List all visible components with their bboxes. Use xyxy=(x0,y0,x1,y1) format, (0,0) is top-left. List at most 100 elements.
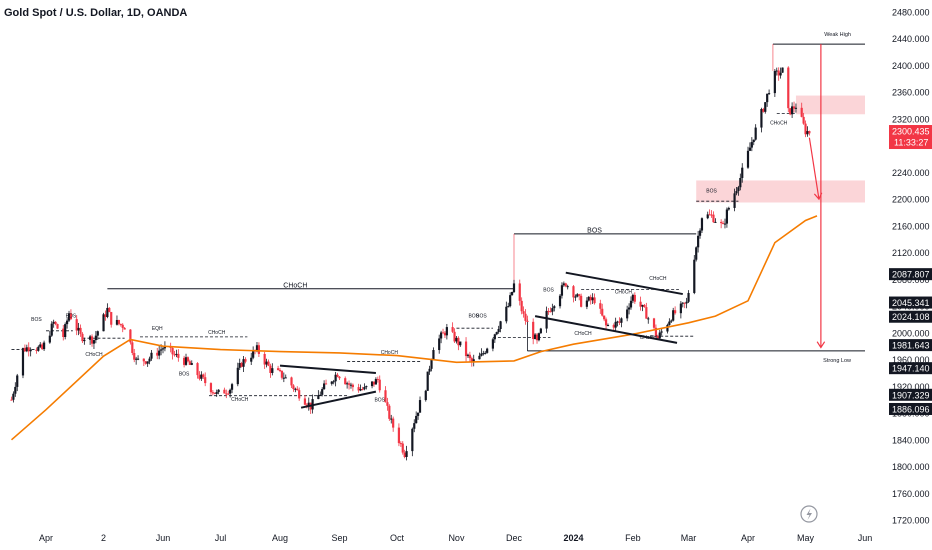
candle-body xyxy=(158,350,161,356)
candle-body xyxy=(672,310,675,321)
candle-body xyxy=(244,359,247,362)
candle-body xyxy=(562,283,565,286)
candle-body xyxy=(794,107,798,109)
candle-body xyxy=(305,404,308,407)
y-tick-label: 2360.000 xyxy=(892,88,930,98)
structure-marker: BOS xyxy=(31,317,42,323)
candle-body xyxy=(616,321,619,323)
candle-body xyxy=(198,375,201,379)
level-label: Weak High xyxy=(824,32,851,38)
candle-body xyxy=(606,325,610,327)
candle-body xyxy=(211,392,214,394)
candle-body xyxy=(512,283,516,293)
structure-marker: CHoCH xyxy=(85,352,103,358)
candle-body xyxy=(229,389,232,394)
candle-body xyxy=(250,357,253,362)
candle-body xyxy=(411,428,414,452)
projection-arrows xyxy=(808,44,826,349)
candle-body xyxy=(791,106,794,115)
candle-body xyxy=(230,384,234,390)
candle-body xyxy=(472,359,475,363)
candle-body xyxy=(403,452,406,457)
candle-body xyxy=(96,331,99,336)
candle-body xyxy=(416,412,420,416)
candle-body xyxy=(792,106,796,109)
candle-body xyxy=(213,392,216,394)
time-axis[interactable]: Apr 2 Jun Jul Aug Sep Oct Nov Dec 2024 Feb Mar Apr Ma… xyxy=(39,533,872,543)
price-badge-value: 2300.435 xyxy=(892,127,930,137)
structure-markers: BOSBOSEQHCHoCHCHoCHBOSCHoCHCHoCHBOSBOSBO… xyxy=(31,120,788,403)
price-axis[interactable]: 1720.0001760.0001800.0001840.0001880.000… xyxy=(892,8,930,526)
candle-body xyxy=(549,311,552,313)
candle-body xyxy=(56,324,59,329)
candle-body xyxy=(618,321,621,323)
candle-body xyxy=(576,294,579,297)
structure-marker: BOS xyxy=(468,313,479,319)
candle-body xyxy=(388,405,391,419)
price-badge-value: 2087.807 xyxy=(892,270,930,280)
candle-body xyxy=(693,259,696,293)
candle-body xyxy=(712,214,715,223)
candle-body xyxy=(267,361,270,366)
candle-body xyxy=(674,310,677,314)
candle-body xyxy=(64,324,67,338)
candle-body xyxy=(499,321,502,329)
candle-body xyxy=(482,353,485,355)
candle-body xyxy=(558,295,562,307)
trendline xyxy=(300,390,377,409)
price-badge xyxy=(889,310,932,323)
candle-body xyxy=(580,295,583,307)
candle-body xyxy=(252,350,255,358)
x-tick-label: Mar xyxy=(681,533,697,543)
candle-body xyxy=(104,314,107,317)
candle-body xyxy=(497,328,500,333)
candle-body xyxy=(115,320,119,325)
candle-body xyxy=(725,209,729,224)
candle-body xyxy=(89,336,92,340)
candle-body xyxy=(397,427,401,444)
candle-body xyxy=(533,334,537,340)
candle-body xyxy=(491,339,495,349)
candle-body xyxy=(643,304,646,308)
price-badge xyxy=(889,339,932,352)
level-label: BOS xyxy=(587,228,602,235)
candle-body xyxy=(495,332,498,335)
level-label: Strong Low xyxy=(823,358,851,364)
lightning-icon[interactable] xyxy=(800,505,818,523)
candle-body xyxy=(282,377,285,379)
candle-body xyxy=(184,357,188,365)
candle-body xyxy=(723,223,727,225)
structure-levels: Weak High Strong Low BOS CHoCH xyxy=(11,32,865,397)
candle-body xyxy=(303,398,307,405)
candle-body xyxy=(430,359,433,369)
y-tick-label: 1800.000 xyxy=(892,462,930,472)
candle-body xyxy=(27,347,30,352)
candle-body xyxy=(163,346,167,349)
candle-body xyxy=(464,341,468,357)
price-badge-value: 1947.140 xyxy=(892,364,930,374)
candle-body xyxy=(418,400,422,413)
candle-body xyxy=(390,418,393,420)
x-tick-label: Aug xyxy=(272,533,288,543)
candle-body xyxy=(323,383,326,390)
candle-body xyxy=(509,295,512,307)
candle-body xyxy=(346,383,349,385)
candle-body xyxy=(186,357,190,362)
candle-body xyxy=(612,325,615,328)
candle-body xyxy=(29,349,32,352)
structure-marker: BOS xyxy=(476,313,487,319)
price-badge xyxy=(889,388,932,401)
x-tick-label: 2 xyxy=(101,533,106,543)
candle-body xyxy=(438,338,441,351)
candle-body xyxy=(733,193,736,208)
y-tick-label: 1960.000 xyxy=(892,355,930,365)
candle-body xyxy=(42,342,46,350)
candle-body xyxy=(629,300,633,308)
candle-body xyxy=(21,348,25,376)
candle-body xyxy=(296,388,299,391)
candle-body xyxy=(324,383,328,385)
candle-body xyxy=(374,378,378,385)
structure-marker: BOS xyxy=(374,398,385,404)
